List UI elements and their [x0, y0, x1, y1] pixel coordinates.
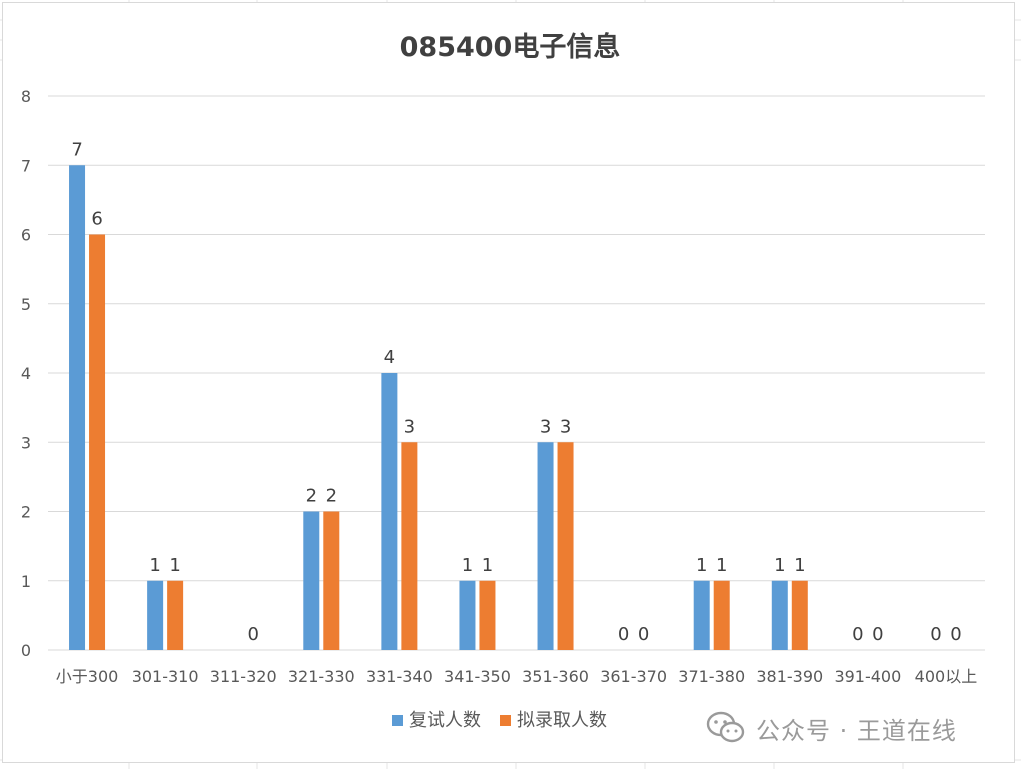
bar	[693, 580, 710, 650]
data-label: 0	[930, 624, 941, 645]
bar	[381, 373, 398, 650]
x-tick-label: 371-380	[678, 667, 745, 686]
bar	[771, 580, 788, 650]
x-tick-label: 400以上	[915, 667, 978, 686]
data-label: 3	[560, 416, 571, 437]
x-tick-label: 391-400	[834, 667, 901, 686]
data-label: 4	[384, 347, 395, 368]
x-tick-label: 341-350	[444, 667, 511, 686]
bars	[69, 165, 808, 650]
x-tick-label: 321-330	[288, 667, 355, 686]
data-label: 1	[169, 555, 180, 576]
data-label: 1	[716, 555, 727, 576]
bar	[89, 234, 106, 650]
data-label: 0	[618, 624, 629, 645]
y-tick-label: 7	[21, 156, 31, 175]
bar	[557, 442, 574, 650]
x-tick-label: 小于300	[56, 667, 119, 686]
data-label: 0	[950, 624, 961, 645]
legend-swatch	[500, 715, 511, 726]
legend-label: 复试人数	[409, 710, 481, 731]
data-label: 0	[247, 624, 258, 645]
bar	[791, 580, 808, 650]
y-tick-label: 2	[21, 503, 31, 522]
x-tick-label: 331-340	[366, 667, 433, 686]
y-tick-label: 0	[21, 641, 31, 660]
legend-label: 拟录取人数	[517, 710, 607, 731]
data-label: 1	[462, 555, 473, 576]
y-tick-label: 1	[21, 572, 31, 591]
y-tick-label: 8	[21, 87, 31, 106]
data-label: 1	[696, 555, 707, 576]
data-label: 2	[326, 486, 337, 507]
x-tick-label: 351-360	[522, 667, 589, 686]
bar	[303, 511, 320, 650]
data-label: 0	[872, 624, 883, 645]
data-label: 6	[91, 209, 102, 230]
x-tick-label: 361-370	[600, 667, 667, 686]
bar	[401, 442, 418, 650]
watermark: 公众号 · 王道在线	[706, 708, 957, 748]
bar	[69, 165, 86, 650]
data-label: 3	[404, 416, 415, 437]
bar	[479, 580, 496, 650]
legend-swatch	[392, 715, 403, 726]
bar	[147, 580, 164, 650]
bar	[167, 580, 184, 650]
chart-title: 085400电子信息	[400, 31, 621, 63]
data-label: 3	[540, 416, 551, 437]
y-tick-label: 5	[21, 295, 31, 314]
y-axis-ticks: 0 1 2 3 4 5 6 7 8	[21, 87, 31, 660]
bar	[323, 511, 340, 650]
x-tick-label: 311-320	[210, 667, 277, 686]
legend: 复试人数 拟录取人数	[392, 710, 607, 731]
x-tick-label: 301-310	[132, 667, 199, 686]
data-label: 1	[482, 555, 493, 576]
data-label: 7	[71, 139, 82, 160]
data-label: 1	[774, 555, 785, 576]
wechat-icon	[706, 711, 745, 743]
data-label: 1	[149, 555, 160, 576]
watermark-text: 公众号 · 王道在线	[756, 716, 957, 745]
data-label: 2	[306, 486, 317, 507]
data-label: 0	[638, 624, 649, 645]
y-tick-label: 3	[21, 433, 31, 452]
bar	[459, 580, 476, 650]
data-label: 1	[794, 555, 805, 576]
bar	[713, 580, 730, 650]
x-tick-label: 381-390	[756, 667, 823, 686]
data-label: 0	[852, 624, 863, 645]
bar	[537, 442, 554, 650]
gridlines	[48, 95, 985, 651]
y-tick-label: 6	[21, 226, 31, 245]
x-axis-ticks: 小于300 301-310 311-320 321-330 331-340 341-350…	[56, 667, 977, 686]
y-tick-label: 4	[21, 364, 31, 383]
